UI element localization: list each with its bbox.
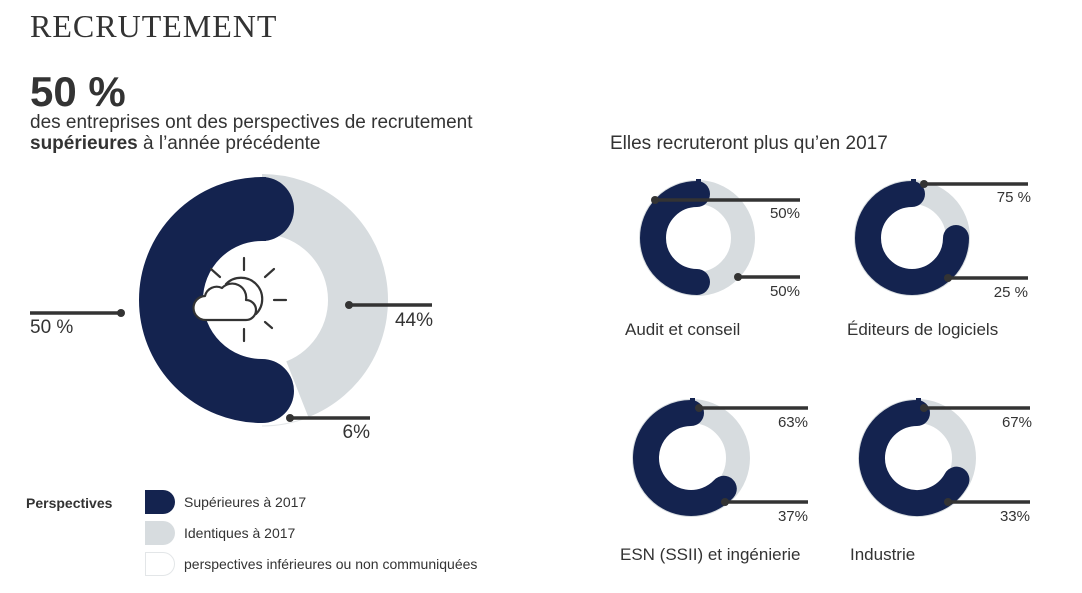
- headline-text-before: des entreprises ont des perspectives de …: [30, 112, 473, 133]
- donut-label-identiques-leader-dot: [734, 273, 742, 281]
- donut-label-superieures-leader-dot: [920, 404, 928, 412]
- sun-cloud-icon: [192, 256, 288, 343]
- donut-top-join: [696, 179, 701, 205]
- main-donut-chart: 50 % 44% 6%: [30, 174, 433, 443]
- main-label-identiques-leader-dot: [345, 301, 353, 309]
- donut-slice-superieures: [855, 181, 969, 295]
- donut-label-identiques-text: 25 %: [994, 284, 1028, 301]
- donut-label-superieures-text: 63%: [778, 414, 808, 431]
- legend-swatch: [145, 521, 175, 545]
- page-title: RECRUTEMENT: [30, 8, 278, 44]
- main-donut-top-join: [260, 177, 266, 241]
- main-donut-slice-superieures: [139, 177, 294, 423]
- donut-title: Audit et conseil: [625, 320, 740, 339]
- donut-top-join: [916, 398, 921, 424]
- donut-label-superieures-leader-dot: [920, 180, 928, 188]
- donut-label-identiques-text: 50%: [770, 283, 800, 300]
- donut-industrie: 67% 33% Industrie: [850, 398, 1032, 564]
- headline-value: 50 %: [30, 68, 126, 115]
- legend-title: Perspectives: [26, 495, 113, 511]
- headline-text: des entreprises ont des perspectives de …: [30, 112, 490, 154]
- donut-top-join: [911, 179, 916, 205]
- donut-label-identiques-text: 37%: [778, 508, 808, 525]
- donut-label-superieures-text: 75 %: [997, 189, 1031, 206]
- donut-title: Éditeurs de logiciels: [847, 320, 998, 339]
- donut-audit-conseil: 50% 50% Audit et conseil: [625, 179, 800, 339]
- donut-slice-superieures: [633, 400, 737, 516]
- donut-label-superieures-leader-dot: [651, 196, 659, 204]
- legend-label: perspectives inférieures ou non communiq…: [184, 556, 478, 572]
- main-label-identiques-text: 44%: [395, 310, 433, 331]
- donut-label-superieures-text: 50%: [770, 205, 800, 222]
- donut-label-superieures-leader-dot: [695, 404, 703, 412]
- legend-swatch: [145, 552, 175, 576]
- donut-label-identiques-leader-dot: [944, 498, 952, 506]
- legend-label: Supérieures à 2017: [184, 494, 307, 510]
- donut-esn-ingenierie: 63% 37% ESN (SSII) et ingénierie: [620, 398, 808, 564]
- donut-label-identiques-leader-dot: [721, 498, 729, 506]
- main-label-superieures-text: 50 %: [30, 317, 73, 338]
- headline-text-bold: supérieures: [30, 133, 138, 154]
- main-donut-slice-identiques: [260, 174, 388, 418]
- legend-label: Identiques à 2017: [184, 525, 296, 541]
- main-label-inferieures-leader-dot: [286, 414, 294, 422]
- donut-title: ESN (SSII) et ingénierie: [620, 545, 800, 564]
- donut-slice-superieures: [859, 400, 970, 516]
- main-label-superieures-leader-dot: [117, 309, 125, 317]
- right-section-title: Elles recruteront plus qu’en 2017: [610, 133, 888, 154]
- donut-slice-superieures: [640, 181, 710, 295]
- donut-label-identiques-leader-dot: [944, 274, 952, 282]
- main-label-inferieures-text: 6%: [343, 422, 371, 443]
- headline-text-after: à l’année précédente: [137, 133, 321, 154]
- donut-editeurs-logiciels: 75 % 25 % Éditeurs de logiciels: [847, 179, 1031, 339]
- donut-title: Industrie: [850, 545, 915, 564]
- legend-swatch: [145, 490, 175, 514]
- donut-top-join: [690, 398, 695, 424]
- donut-label-superieures-text: 67%: [1002, 414, 1032, 431]
- donut-label-identiques-text: 33%: [1000, 508, 1030, 525]
